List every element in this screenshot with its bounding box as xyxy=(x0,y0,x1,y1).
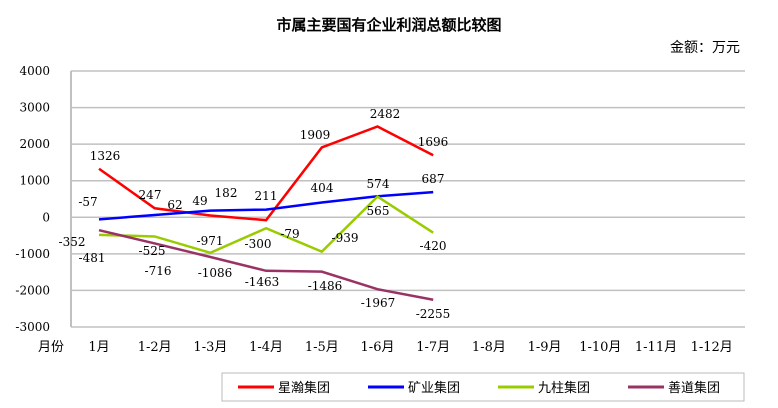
data-label: 49 xyxy=(192,194,207,208)
x-tick-label: 1-11月 xyxy=(635,340,677,355)
data-label: 687 xyxy=(422,172,445,186)
data-label: -1463 xyxy=(245,275,280,289)
y-tick-label: 0 xyxy=(42,210,50,224)
x-tick-label: 1-2月 xyxy=(138,340,172,355)
x-tick-label: 1-5月 xyxy=(305,340,339,355)
data-label: 565 xyxy=(367,204,390,218)
series-line-3 xyxy=(98,195,434,255)
data-label: 182 xyxy=(215,186,238,200)
data-label: -481 xyxy=(79,251,106,265)
y-tick-label: 3000 xyxy=(19,101,50,115)
data-label: 574 xyxy=(367,177,390,191)
series-line-4 xyxy=(98,228,434,301)
data-label: 1909 xyxy=(300,128,331,142)
legend-label: 星瀚集团 xyxy=(278,380,330,396)
data-label: 211 xyxy=(255,189,278,203)
y-tick-label: -1000 xyxy=(15,247,50,261)
data-label: -1967 xyxy=(361,296,396,310)
data-label: -420 xyxy=(420,239,447,253)
data-label: -525 xyxy=(139,244,166,258)
y-tick-label: -3000 xyxy=(15,320,50,334)
x-tick-label: 1-3月 xyxy=(193,340,227,355)
chart-title: 市属主要国有企业利润总额比较图 xyxy=(276,16,501,34)
data-label: -57 xyxy=(78,195,97,209)
x-tick-label: 1-12月 xyxy=(691,340,733,355)
data-label: -352 xyxy=(59,235,86,249)
legend-label: 九柱集团 xyxy=(538,380,590,396)
data-label: -79 xyxy=(280,227,299,241)
data-label: -716 xyxy=(145,264,172,278)
x-tick-label: 1-8月 xyxy=(472,340,506,355)
y-tick-label: -2000 xyxy=(15,283,50,297)
data-label: -939 xyxy=(332,231,359,245)
data-label: -1086 xyxy=(198,266,233,280)
x-tick-label: 1-10月 xyxy=(579,340,621,355)
data-label: 1696 xyxy=(418,135,449,149)
data-label: 404 xyxy=(311,181,334,195)
unit-label: 金额：万元 xyxy=(670,40,740,56)
data-label: 2482 xyxy=(370,107,401,121)
data-label: -971 xyxy=(197,234,224,248)
x-tick-label: 1-4月 xyxy=(249,340,283,355)
y-tick-label: 4000 xyxy=(19,64,50,78)
legend-label: 矿业集团 xyxy=(408,380,460,396)
x-tick-label: 1-7月 xyxy=(416,340,450,355)
x-tick-label: 1-9月 xyxy=(528,340,562,355)
x-axis-label: 月份 xyxy=(38,340,64,355)
y-tick-label: 2000 xyxy=(19,137,50,151)
x-tick-label: 1-6月 xyxy=(361,340,395,355)
data-label: -2255 xyxy=(416,307,451,321)
data-label: 1326 xyxy=(90,149,121,163)
data-label: 62 xyxy=(167,198,182,212)
data-label: -1486 xyxy=(308,279,343,293)
data-label: -300 xyxy=(245,237,272,251)
legend-label: 善道集团 xyxy=(668,380,720,396)
y-tick-label: 1000 xyxy=(19,174,50,188)
series-line-1 xyxy=(98,125,434,222)
data-label: 247 xyxy=(139,188,162,202)
x-tick-label: 1月 xyxy=(88,340,109,355)
